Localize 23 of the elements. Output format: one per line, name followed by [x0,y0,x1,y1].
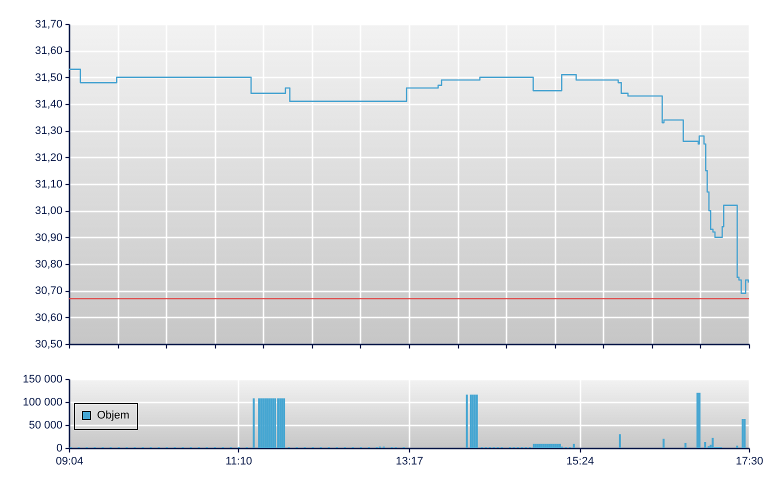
y-tick-label: 30,50 [34,338,62,350]
y-tick-label: 31,20 [34,152,62,164]
x-tick-label: 13:17 [396,456,424,468]
y-tick-label: 150 000 [22,374,62,386]
y-tick-label: 31,60 [34,45,62,58]
y-tick-label: 50 000 [28,420,62,432]
y-tick-label: 30,70 [34,285,62,298]
y-tick-label: 30,80 [34,258,62,270]
x-tick-label: 11:10 [225,456,252,468]
y-tick-label: 100 000 [22,396,62,408]
y-tick-label: 31,30 [34,125,62,138]
y-tick-label: 31,50 [34,72,62,84]
x-tick-label: 17:30 [736,456,764,468]
y-tick-label: 31,70 [34,18,62,30]
y-tick-label: 31,00 [34,205,62,218]
y-tick-label: 30,90 [34,232,62,244]
y-tick-label: 31,40 [34,98,62,110]
x-tick-label: 15:24 [566,456,594,468]
legend-label: Objem [97,410,130,422]
y-tick-label: 0 [56,442,62,454]
x-tick-label: 09:04 [56,456,84,468]
y-tick-label: 31,10 [34,178,62,190]
y-tick-label: 30,60 [34,312,62,324]
